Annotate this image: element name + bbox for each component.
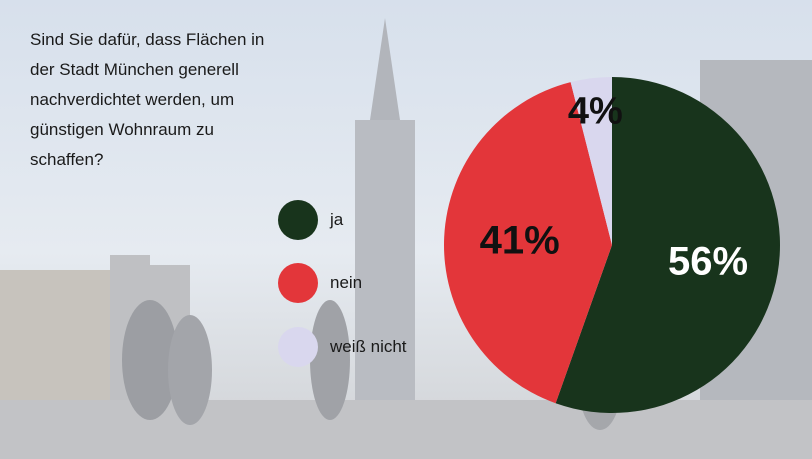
pie-label-ja: 56% bbox=[668, 240, 748, 284]
legend-swatch-ja bbox=[278, 200, 318, 240]
pie-slice-wei-nicht bbox=[570, 77, 612, 245]
pie-label-nein: 41% bbox=[480, 219, 560, 263]
question-text: Sind Sie dafür, dass Flächen in der Stad… bbox=[30, 30, 265, 169]
pie-slice-ja bbox=[555, 77, 780, 413]
legend-label-ja: ja bbox=[330, 210, 344, 229]
pie-label-wei-nicht: 4% bbox=[568, 91, 623, 133]
legend-label-nein: nein bbox=[330, 273, 363, 292]
legend-swatch-nein bbox=[278, 263, 318, 303]
legend-swatch-weiss-nicht bbox=[278, 327, 318, 367]
legend-label-weiss-nicht: weiß nicht bbox=[330, 337, 407, 356]
pie-slice-nein bbox=[443, 82, 612, 404]
